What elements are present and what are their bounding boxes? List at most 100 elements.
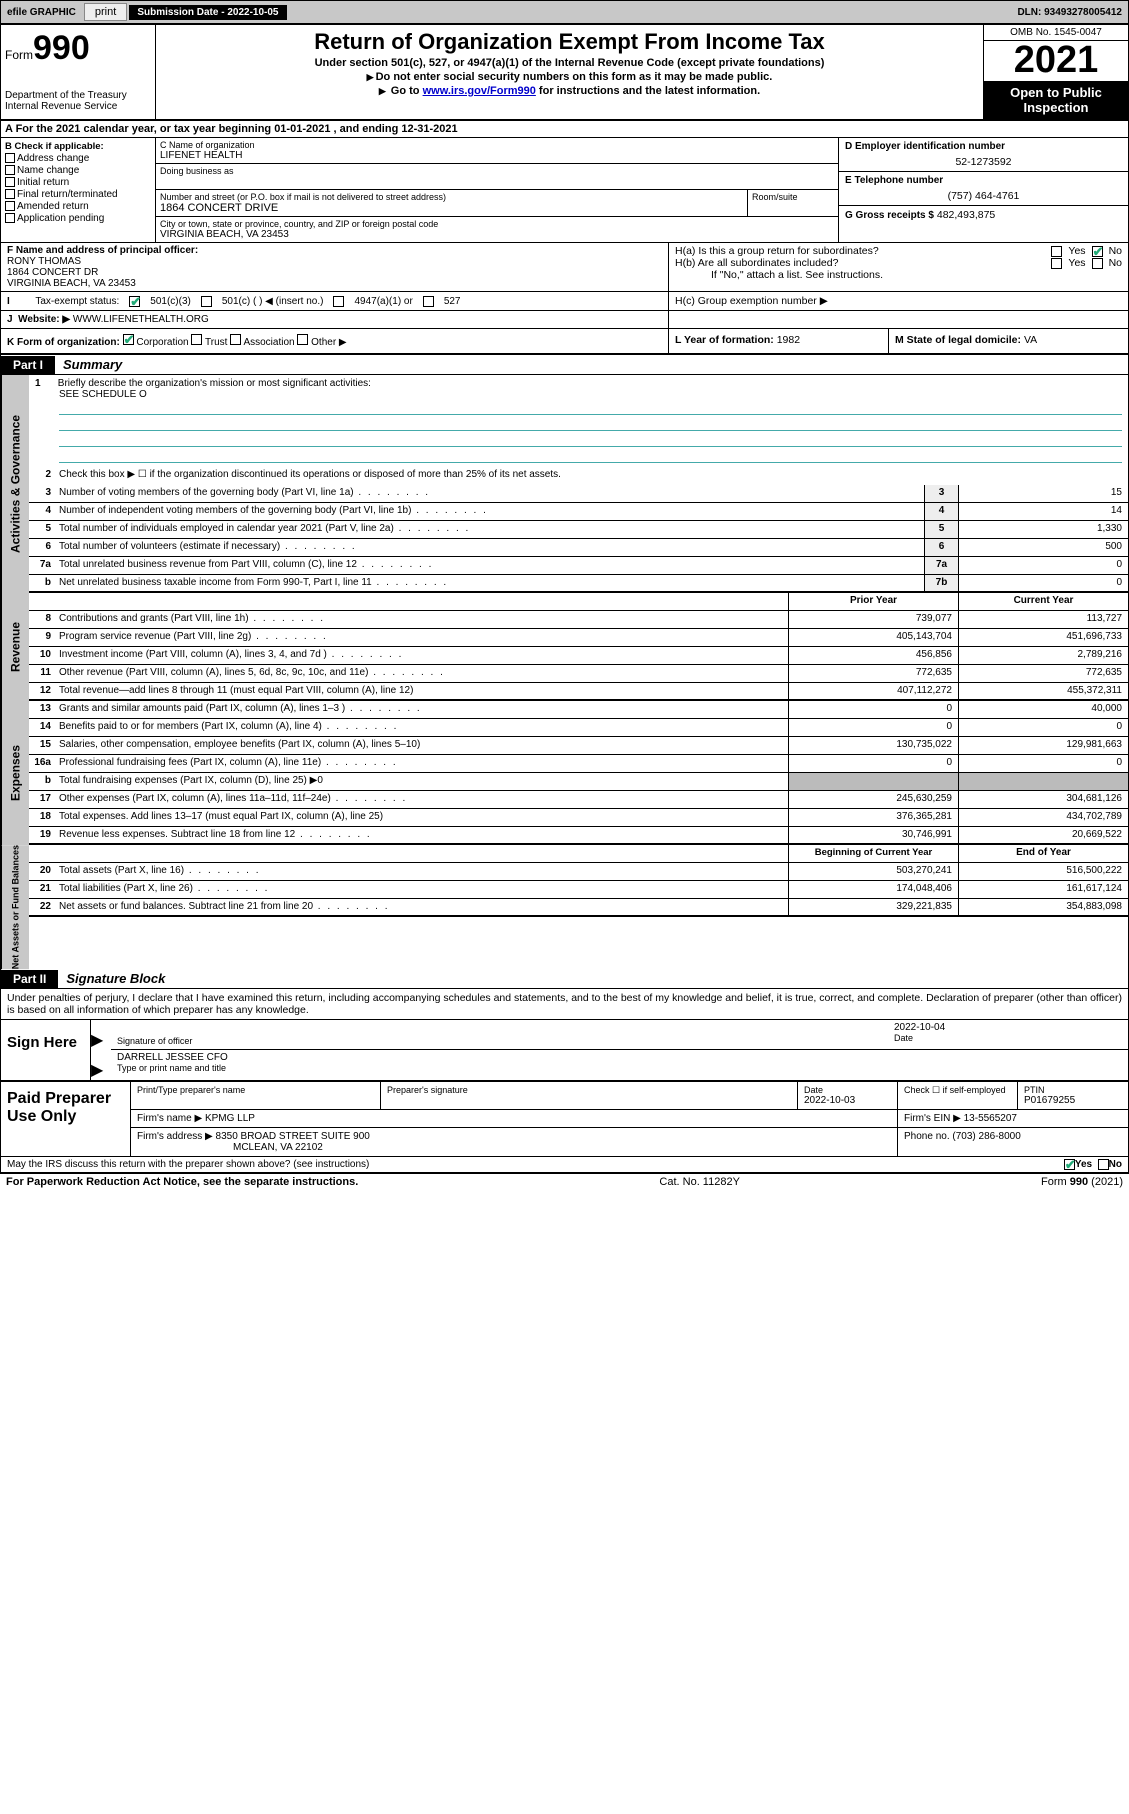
form-subtitle-1: Under section 501(c), 527, or 4947(a)(1)… bbox=[162, 57, 977, 69]
shaded-cell bbox=[958, 773, 1128, 790]
current-year: 129,981,663 bbox=[958, 737, 1128, 754]
dln-value: 93493278005412 bbox=[1044, 7, 1122, 18]
irs-link[interactable]: www.irs.gov/Form990 bbox=[423, 85, 536, 97]
line-desc: Total number of individuals employed in … bbox=[55, 521, 924, 538]
c-street-value: 1864 CONCERT DRIVE bbox=[160, 202, 743, 214]
officer-name-label: Type or print name and title bbox=[117, 1063, 1122, 1073]
chk-trust[interactable] bbox=[191, 334, 202, 345]
part-2-title: Signature Block bbox=[58, 969, 173, 988]
line-num: 22 bbox=[29, 899, 55, 915]
chk-final-return[interactable]: Final return/terminated bbox=[5, 189, 151, 200]
chk-corporation[interactable] bbox=[123, 334, 134, 345]
line-1: 1 Briefly describe the organization's mi… bbox=[29, 375, 1128, 403]
part-1-title: Summary bbox=[55, 355, 130, 374]
current-year: 354,883,098 bbox=[958, 899, 1128, 915]
line-21: 21Total liabilities (Part X, line 26)174… bbox=[29, 881, 1128, 899]
current-year: 20,669,522 bbox=[958, 827, 1128, 843]
chk-address-change[interactable]: Address change bbox=[5, 153, 151, 164]
h-group-return: H(a) Is this a group return for subordin… bbox=[668, 243, 1128, 291]
current-year: 113,727 bbox=[958, 611, 1128, 628]
line-desc: Total unrelated business revenue from Pa… bbox=[55, 557, 924, 574]
col-d-e-g: D Employer identification number 52-1273… bbox=[838, 138, 1128, 242]
chk-4947[interactable] bbox=[333, 296, 344, 307]
irs-discuss-no[interactable] bbox=[1098, 1159, 1109, 1170]
part-1-header: Part I Summary bbox=[1, 355, 1128, 375]
footer-cat-no: Cat. No. 11282Y bbox=[659, 1176, 740, 1188]
line-11: 11Other revenue (Part VIII, column (A), … bbox=[29, 665, 1128, 683]
officer-name-title: DARRELL JESSEE CFO Type or print name an… bbox=[111, 1050, 1128, 1080]
col-current-year: Current Year bbox=[958, 593, 1128, 610]
chk-527[interactable] bbox=[423, 296, 434, 307]
chk-association[interactable] bbox=[230, 334, 241, 345]
c-street-label: Number and street (or P.O. box if mail i… bbox=[160, 192, 743, 202]
row-a-tax-year: A For the 2021 calendar year, or tax yea… bbox=[1, 121, 1128, 138]
h-a-yes[interactable] bbox=[1051, 246, 1062, 257]
current-year: 0 bbox=[958, 719, 1128, 736]
chk-501c[interactable] bbox=[201, 296, 212, 307]
tax-year: 2021 bbox=[984, 41, 1128, 81]
f-officer-addr1: 1864 CONCERT DR bbox=[7, 267, 662, 278]
irs-discuss-yes[interactable] bbox=[1064, 1159, 1075, 1170]
opt-assoc: Association bbox=[243, 337, 294, 348]
line-7b: b Net unrelated business taxable income … bbox=[29, 575, 1128, 593]
firm-ein: 13-5565207 bbox=[964, 1113, 1017, 1124]
opt-other: Other ▶ bbox=[311, 337, 346, 348]
prior-year: 0 bbox=[788, 755, 958, 772]
part-1-tab: Part I bbox=[1, 356, 55, 374]
no-label: No bbox=[1109, 257, 1122, 269]
rule-line bbox=[59, 435, 1122, 447]
chk-name-change[interactable]: Name change bbox=[5, 165, 151, 176]
preparer-date-label: Date bbox=[804, 1085, 891, 1095]
line-22: 22Net assets or fund balances. Subtract … bbox=[29, 899, 1128, 917]
chk-label: Address change bbox=[17, 153, 89, 164]
print-button[interactable]: print bbox=[84, 3, 127, 21]
shaded-cell bbox=[788, 773, 958, 790]
section-revenue: Revenue Prior Year Current Year 8Contrib… bbox=[1, 593, 1128, 701]
line-value: 1,330 bbox=[958, 521, 1128, 538]
line-desc: Number of independent voting members of … bbox=[55, 503, 924, 520]
no-label: No bbox=[1109, 245, 1122, 257]
chk-other[interactable] bbox=[297, 334, 308, 345]
m-state-domicile: M State of legal domicile: VA bbox=[888, 329, 1128, 353]
col-c-name-address: C Name of organization LIFENET HEALTH Do… bbox=[156, 138, 838, 242]
prior-year: 503,270,241 bbox=[788, 863, 958, 880]
h-b-note: If "No," attach a list. See instructions… bbox=[675, 269, 1122, 281]
chk-501c3[interactable] bbox=[129, 296, 140, 307]
line-num: 18 bbox=[29, 809, 55, 826]
line-1-num: 1 bbox=[35, 378, 55, 389]
c-name-label: C Name of organization bbox=[160, 140, 834, 150]
current-year: 161,617,124 bbox=[958, 881, 1128, 898]
col-prior-year: Prior Year bbox=[788, 593, 958, 610]
no-label: No bbox=[1109, 1159, 1122, 1170]
j-label: Website: ▶ bbox=[18, 314, 70, 325]
line-ref: 6 bbox=[924, 539, 958, 556]
l-label: L Year of formation: bbox=[675, 334, 774, 346]
chk-amended-return[interactable]: Amended return bbox=[5, 201, 151, 212]
paid-preparer-block: Paid Preparer Use Only Print/Type prepar… bbox=[1, 1082, 1128, 1157]
l-year-formation: L Year of formation: 1982 bbox=[668, 329, 888, 353]
prior-year: 245,630,259 bbox=[788, 791, 958, 808]
self-employed-check: Check ☐ if self-employed bbox=[898, 1082, 1018, 1109]
h-a-no[interactable] bbox=[1092, 246, 1103, 257]
chk-label: Name change bbox=[17, 165, 79, 176]
chk-initial-return[interactable]: Initial return bbox=[5, 177, 151, 188]
line-14: 14Benefits paid to or for members (Part … bbox=[29, 719, 1128, 737]
line-desc: Investment income (Part VIII, column (A)… bbox=[55, 647, 788, 664]
line-9: 9Program service revenue (Part VIII, lin… bbox=[29, 629, 1128, 647]
line-desc: Total number of volunteers (estimate if … bbox=[55, 539, 924, 556]
line-num: 17 bbox=[29, 791, 55, 808]
line-num: 14 bbox=[29, 719, 55, 736]
m-label: M State of legal domicile: bbox=[895, 334, 1021, 346]
form-label: Form bbox=[5, 48, 33, 62]
h-b-yes[interactable] bbox=[1051, 258, 1062, 269]
h-b-no[interactable] bbox=[1092, 258, 1103, 269]
form-subtitle-2: Do not enter social security numbers on … bbox=[162, 71, 977, 83]
line-12: 12Total revenue—add lines 8 through 11 (… bbox=[29, 683, 1128, 701]
d-value: 52-1273592 bbox=[845, 152, 1122, 168]
current-year: 455,372,311 bbox=[958, 683, 1128, 699]
line-desc: Other revenue (Part VIII, column (A), li… bbox=[55, 665, 788, 682]
line-num: 5 bbox=[29, 521, 55, 538]
chk-application-pending[interactable]: Application pending bbox=[5, 213, 151, 224]
dots bbox=[369, 1159, 1063, 1170]
footer-left: For Paperwork Reduction Act Notice, see … bbox=[6, 1176, 358, 1188]
